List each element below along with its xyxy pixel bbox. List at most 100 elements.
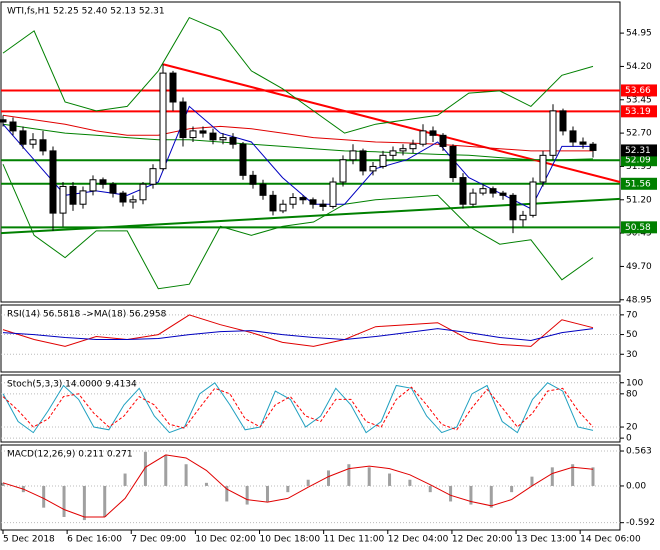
- indicator-line: [2, 382, 594, 434]
- histogram-bar: [469, 485, 473, 505]
- candle-body: [329, 181, 337, 207]
- level-label: 50.58: [625, 223, 651, 233]
- candle-body: [519, 214, 527, 221]
- histogram-bar: [530, 476, 534, 486]
- y-tick-label: 48.95: [626, 295, 652, 305]
- panel-frame: [0, 444, 621, 531]
- y-tick-label: 50: [626, 330, 638, 340]
- candle-body: [89, 179, 97, 192]
- histogram-bar: [388, 473, 392, 486]
- y-tick-label: 0: [626, 434, 632, 444]
- candle-body: [59, 185, 67, 214]
- histogram-bar: [143, 451, 147, 486]
- y-tick-label: 49.70: [626, 262, 652, 272]
- candle-body: [569, 130, 577, 143]
- candle-body: [179, 101, 187, 139]
- last-price-label: 52.31: [625, 146, 651, 156]
- candle-body: [529, 181, 537, 216]
- candle-body: [299, 197, 307, 201]
- y-tick-label: -0.592: [626, 518, 655, 528]
- candle-body: [289, 197, 297, 205]
- histogram-bar: [42, 485, 46, 508]
- level-label-box: [621, 105, 657, 118]
- candle-body: [149, 168, 157, 185]
- candle-body: [189, 130, 197, 139]
- indicator-line: [2, 123, 594, 161]
- candle-body: [379, 154, 387, 167]
- candle-body: [249, 174, 257, 185]
- level-label: 53.19: [625, 107, 651, 117]
- y-tick-label: 50.45: [626, 229, 652, 239]
- x-tick-label: 14 Dec 06:00: [580, 535, 641, 545]
- level-label-box: [621, 84, 657, 97]
- indicator-line: [2, 386, 594, 431]
- x-tick-label: 12 Dec 04:00: [388, 535, 449, 545]
- panel-frame: [0, 304, 621, 373]
- candle-body: [349, 150, 357, 161]
- y-tick-label: 51.95: [626, 162, 652, 172]
- histogram-bar: [408, 479, 412, 486]
- histogram-bar: [265, 485, 269, 502]
- y-tick-label: 80: [626, 389, 638, 399]
- candle-body: [429, 130, 437, 136]
- level-label: 53.66: [625, 86, 651, 96]
- panel-title: MACD(12,26,9) 0.211 0.271: [7, 450, 133, 460]
- candle-body: [369, 165, 377, 172]
- panel-frame: [0, 374, 621, 443]
- panel-title: WTI,fs,H1 52.25 52.40 52.13 52.31: [7, 7, 165, 17]
- trend-line: [0, 197, 621, 235]
- candle-body: [99, 179, 107, 185]
- candle-body: [409, 143, 417, 150]
- y-tick-label: 54.20: [626, 62, 652, 72]
- candle-body: [489, 188, 497, 194]
- candle-body: [49, 150, 57, 214]
- indicator-line: [2, 16, 594, 134]
- x-tick-label: 6 Dec 16:00: [67, 535, 122, 545]
- candle-body: [319, 203, 327, 207]
- x-tick-label: 5 Dec 2018: [3, 535, 55, 545]
- y-tick-label: 52.70: [626, 129, 652, 139]
- histogram-bar: [286, 485, 290, 493]
- candle-body: [199, 130, 207, 134]
- candle-body: [589, 143, 597, 151]
- histogram-bar: [510, 485, 514, 493]
- y-tick-label: 54.95: [626, 29, 652, 39]
- y-tick-label: 0.563: [626, 447, 652, 457]
- candle-body: [229, 137, 237, 145]
- candle-body: [539, 154, 547, 183]
- histogram-bar: [550, 467, 554, 486]
- histogram-bar: [184, 464, 188, 486]
- candle-body: [139, 183, 147, 201]
- candle-body: [109, 183, 117, 194]
- candle-body: [419, 130, 427, 145]
- histogram-bar: [204, 482, 208, 486]
- level-label-box: [621, 154, 657, 167]
- level-label: 52.09: [625, 156, 651, 166]
- histogram-bar: [449, 485, 453, 502]
- candle-body: [499, 192, 507, 196]
- candle-body: [0, 119, 7, 123]
- y-tick-label: 51.20: [626, 195, 652, 205]
- histogram-bar: [164, 454, 168, 486]
- histogram-bar: [489, 485, 493, 508]
- y-tick-label: 30: [626, 350, 638, 360]
- histogram-bar: [1, 482, 5, 486]
- candle-body: [459, 177, 467, 205]
- histogram-bar: [367, 467, 371, 486]
- x-tick-label: 12 Dec 20:00: [452, 535, 513, 545]
- candle-body: [359, 150, 367, 172]
- candle-body: [129, 199, 137, 203]
- histogram-bar: [225, 485, 229, 502]
- candle-body: [449, 145, 457, 179]
- histogram-bar: [123, 473, 127, 486]
- candle-body: [159, 72, 167, 170]
- histogram-bar: [428, 485, 432, 493]
- candle-body: [259, 183, 267, 196]
- y-tick-label: 20: [626, 423, 638, 433]
- candle-body: [339, 159, 347, 183]
- candle-body: [69, 185, 77, 205]
- candle-body: [559, 110, 567, 132]
- y-tick-label: 100: [626, 378, 643, 388]
